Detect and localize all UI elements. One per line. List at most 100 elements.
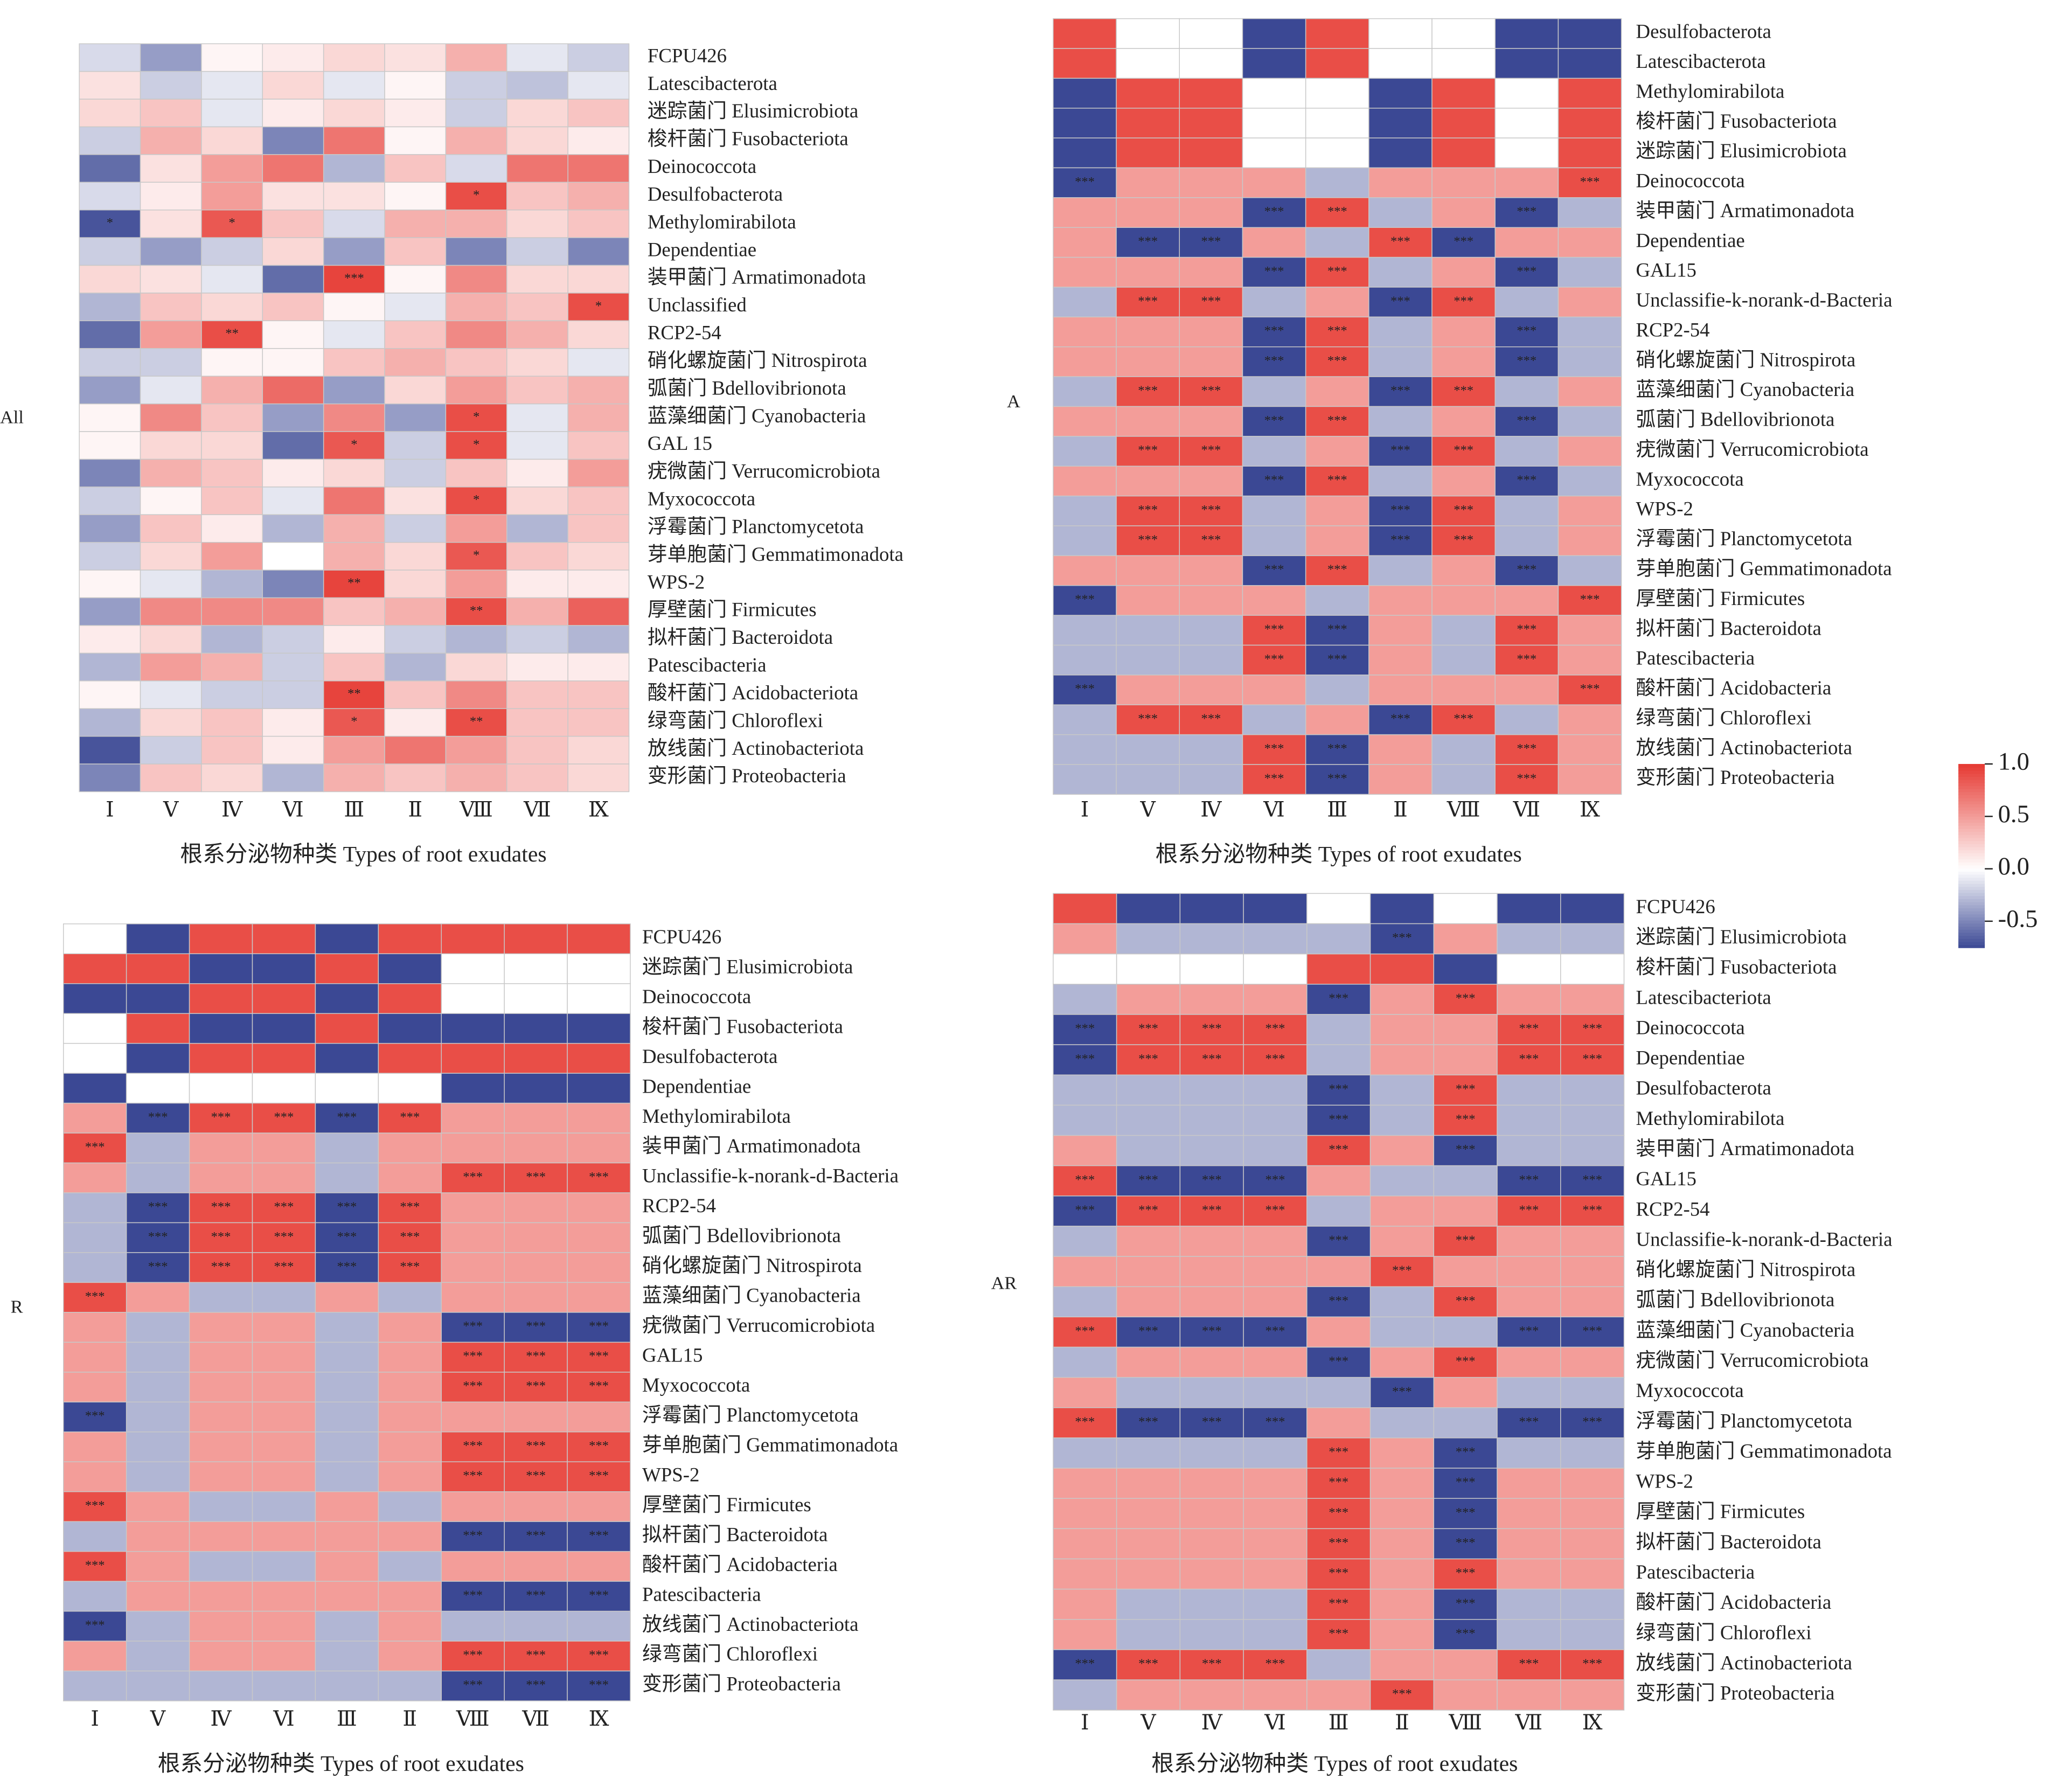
significance-label: *** [1519,1052,1539,1066]
column-label: Ⅶ [1515,1711,1543,1734]
heatmap-cell [189,1222,253,1253]
heatmap-cell [126,923,190,954]
heatmap-cell [1558,376,1622,407]
heatmap-cell [201,209,263,238]
significance-label: *** [1456,1142,1476,1157]
heatmap-cell [1306,1104,1371,1136]
significance-label: *** [1138,503,1158,517]
heatmap-cell [323,458,385,488]
heatmap-cell [323,652,385,682]
row-label: Myxococcota [1636,468,1744,490]
heatmap-cell [567,182,630,211]
heatmap-cell [62,1581,127,1612]
heatmap-cell [445,154,507,183]
row-label: Latescibacteriota [1636,986,1771,1008]
colorbar-step [1958,767,1985,771]
heatmap-cell [1179,18,1243,49]
heatmap-cell [79,182,141,211]
heatmap-cell [1497,893,1561,925]
significance-label: *** [1329,1354,1348,1368]
heatmap-cell [445,514,507,543]
heatmap-cell [567,1431,631,1462]
significance-label: * [473,492,479,507]
heatmap-cell [504,1610,568,1642]
significance-label: *** [1456,1445,1476,1460]
heatmap-cell [1053,1104,1117,1136]
colorbar-step [1958,926,1985,930]
significance-label: *** [589,1439,609,1453]
heatmap-cell [445,265,507,294]
significance-label: *** [1327,353,1347,368]
heatmap-cell [315,1431,379,1462]
column-label: Ⅲ [344,798,364,821]
row-label: 浮霉菌门 Planctomycetota [648,515,864,537]
heatmap-cell [79,43,141,72]
heatmap-cell [323,431,385,460]
heatmap-cell [1368,436,1433,467]
heatmap-cell [1116,167,1180,198]
heatmap-cell [384,320,447,349]
heatmap-cell [201,569,263,599]
significance-label: *** [589,1319,609,1333]
heatmap-cell [201,99,263,128]
heatmap-cell [506,126,568,155]
row-label: Patescibacteria [642,1583,761,1605]
heatmap-cell [189,983,253,1014]
column-label: Ⅷ [459,798,493,821]
heatmap-cell [189,1610,253,1642]
heatmap-cell [140,708,202,737]
heatmap-cell [1431,137,1496,169]
colorbar-step [1958,929,1985,933]
heatmap-cell [1116,316,1180,348]
heatmap-cell [1243,1104,1308,1136]
heatmap-cell [1305,376,1369,407]
heatmap-cell [1433,893,1498,925]
heatmap-cell [1305,436,1369,467]
significance-label: *** [1266,1052,1285,1066]
significance-label: *** [400,1259,420,1274]
heatmap-cell [1179,1528,1244,1560]
heatmap-cell [1433,1377,1498,1408]
colorbar-step [1958,846,1985,851]
significance-label: *** [1138,1657,1158,1671]
row-label: 芽单胞菌门 Gemmatimonadota [648,543,903,565]
heatmap-cell [1560,1679,1625,1711]
heatmap-cell [1431,675,1496,706]
column-label: Ⅶ [523,798,551,821]
heatmap-cell [1369,953,1435,985]
heatmap-cell [378,1102,442,1134]
heatmap-cell [1433,1558,1498,1590]
heatmap-cell [1433,1679,1498,1711]
heatmap-cell [1306,1649,1371,1680]
heatmap-cell [1497,1528,1561,1560]
row-label: Desulfobacterota [642,1045,777,1067]
heatmap-cell [1179,644,1243,676]
heatmap-cell [140,597,202,626]
heatmap-cell [506,652,568,682]
heatmap-cell [1497,1135,1561,1166]
heatmap-cell [62,1372,127,1403]
heatmap-cell [1053,1226,1117,1257]
significance-label: *** [1138,532,1158,547]
heatmap-cell [504,1162,568,1193]
heatmap-cell [1305,346,1369,377]
heatmap-cell [1179,555,1243,586]
heatmap-cell [1179,953,1244,985]
heatmap-cell [1369,1286,1435,1318]
heatmap-cell [1494,615,1559,646]
significance-label: *** [1264,473,1284,488]
significance-label: *** [1138,443,1158,457]
heatmap-cell [1369,1498,1435,1530]
heatmap-cell [1242,406,1306,437]
significance-label: *** [463,1469,483,1483]
row-label: 芽单胞菌门 Gemmatimonadota [642,1434,898,1456]
heatmap-cell [1305,495,1369,526]
column-label: Ⅳ [221,798,243,821]
heatmap-cell [1242,137,1306,169]
heatmap-cell [1116,465,1180,497]
heatmap-cell [506,431,568,460]
heatmap-cell [1558,704,1622,735]
colorbar-step [1958,843,1985,847]
heatmap-cell [1179,585,1243,616]
row-label: 厚壁菌门 Firmicutes [1636,1500,1805,1523]
